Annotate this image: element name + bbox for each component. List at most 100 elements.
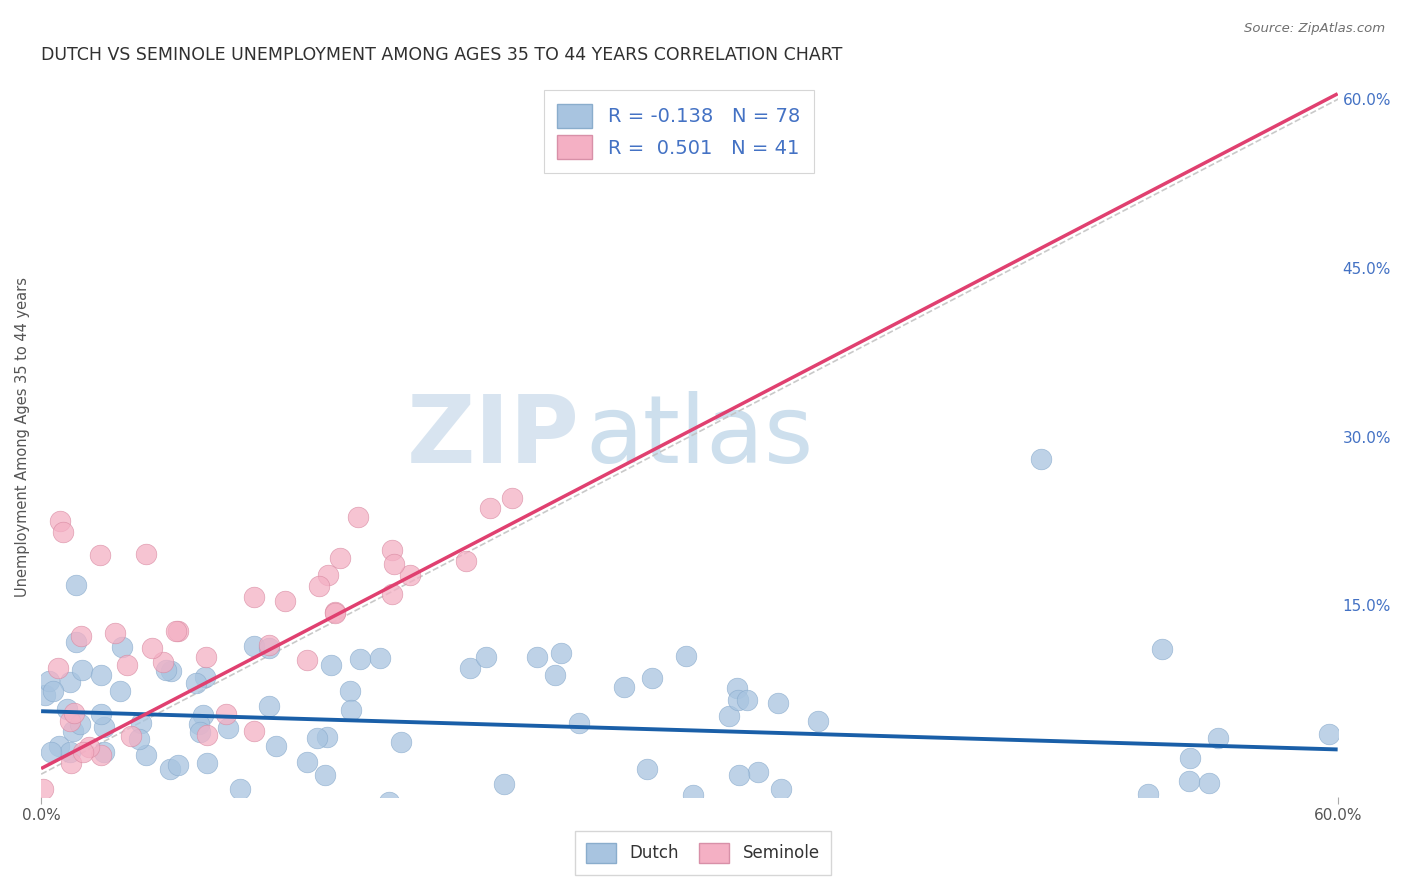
Point — [718, 708, 741, 723]
Point — [381, 543, 404, 558]
Point — [308, 579, 330, 593]
Point — [135, 748, 157, 763]
Point — [59, 745, 82, 759]
Point — [108, 684, 131, 698]
Point — [229, 782, 252, 797]
Point — [1150, 642, 1173, 657]
Point — [49, 514, 72, 528]
Point — [186, 675, 208, 690]
Point — [131, 715, 153, 730]
Point — [159, 762, 181, 776]
Point — [347, 510, 370, 524]
Point — [34, 688, 56, 702]
Point — [640, 671, 662, 685]
Point — [160, 664, 183, 678]
Point — [65, 635, 87, 649]
Point — [152, 655, 174, 669]
Point — [526, 649, 548, 664]
Point — [550, 646, 572, 660]
Point — [48, 739, 70, 753]
Point — [52, 525, 75, 540]
Point — [458, 661, 481, 675]
Legend: R = -0.138   N = 78, R =  0.501   N = 41: R = -0.138 N = 78, R = 0.501 N = 41 — [544, 90, 814, 173]
Point — [65, 577, 87, 591]
Point — [349, 651, 371, 665]
Point — [264, 739, 287, 754]
Point — [316, 568, 339, 582]
Point — [382, 557, 405, 571]
Point — [141, 640, 163, 655]
Point — [479, 500, 502, 515]
Point — [735, 693, 758, 707]
Point — [191, 708, 214, 723]
Point — [135, 547, 157, 561]
Point — [90, 667, 112, 681]
Point — [243, 639, 266, 653]
Text: Source: ZipAtlas.com: Source: ZipAtlas.com — [1244, 22, 1385, 36]
Point — [1178, 750, 1201, 764]
Point — [727, 768, 749, 782]
Point — [46, 661, 69, 675]
Point — [1317, 727, 1340, 741]
Point — [315, 730, 337, 744]
Point — [217, 722, 239, 736]
Point — [295, 653, 318, 667]
Point — [195, 756, 218, 771]
Point — [492, 777, 515, 791]
Point — [1136, 787, 1159, 801]
Point — [59, 714, 82, 729]
Point — [194, 649, 217, 664]
Point — [475, 650, 498, 665]
Point — [62, 724, 84, 739]
Point — [1178, 773, 1201, 788]
Point — [636, 762, 658, 776]
Point — [59, 674, 82, 689]
Point — [90, 706, 112, 721]
Point — [323, 605, 346, 619]
Point — [167, 624, 190, 639]
Point — [613, 680, 636, 694]
Point — [257, 641, 280, 656]
Point — [72, 745, 94, 759]
Point — [321, 658, 343, 673]
Y-axis label: Unemployment Among Ages 35 to 44 years: Unemployment Among Ages 35 to 44 years — [15, 277, 30, 597]
Point — [274, 594, 297, 608]
Point — [766, 697, 789, 711]
Point — [128, 732, 150, 747]
Point — [38, 674, 60, 689]
Point — [675, 648, 697, 663]
Point — [42, 684, 65, 698]
Point — [257, 698, 280, 713]
Point — [456, 554, 478, 568]
Point — [89, 548, 111, 562]
Point — [339, 683, 361, 698]
Point — [70, 629, 93, 643]
Point — [399, 568, 422, 582]
Point — [79, 740, 101, 755]
Point — [165, 624, 187, 638]
Text: ZIP: ZIP — [406, 391, 579, 483]
Point — [32, 782, 55, 797]
Point — [381, 587, 404, 601]
Point — [568, 716, 591, 731]
Point — [90, 747, 112, 762]
Point — [682, 789, 704, 803]
Point — [295, 755, 318, 769]
Legend: Dutch, Seminole: Dutch, Seminole — [575, 831, 831, 875]
Point — [378, 795, 401, 809]
Point — [195, 728, 218, 742]
Point — [117, 658, 139, 673]
Point — [329, 551, 352, 566]
Point — [1198, 776, 1220, 790]
Point — [155, 664, 177, 678]
Point — [389, 735, 412, 749]
Point — [544, 668, 567, 682]
Point — [314, 768, 336, 782]
Point — [187, 716, 209, 731]
Point — [188, 725, 211, 739]
Point — [167, 758, 190, 772]
Point — [69, 716, 91, 731]
Point — [194, 670, 217, 684]
Point — [1031, 452, 1053, 467]
Point — [257, 638, 280, 652]
